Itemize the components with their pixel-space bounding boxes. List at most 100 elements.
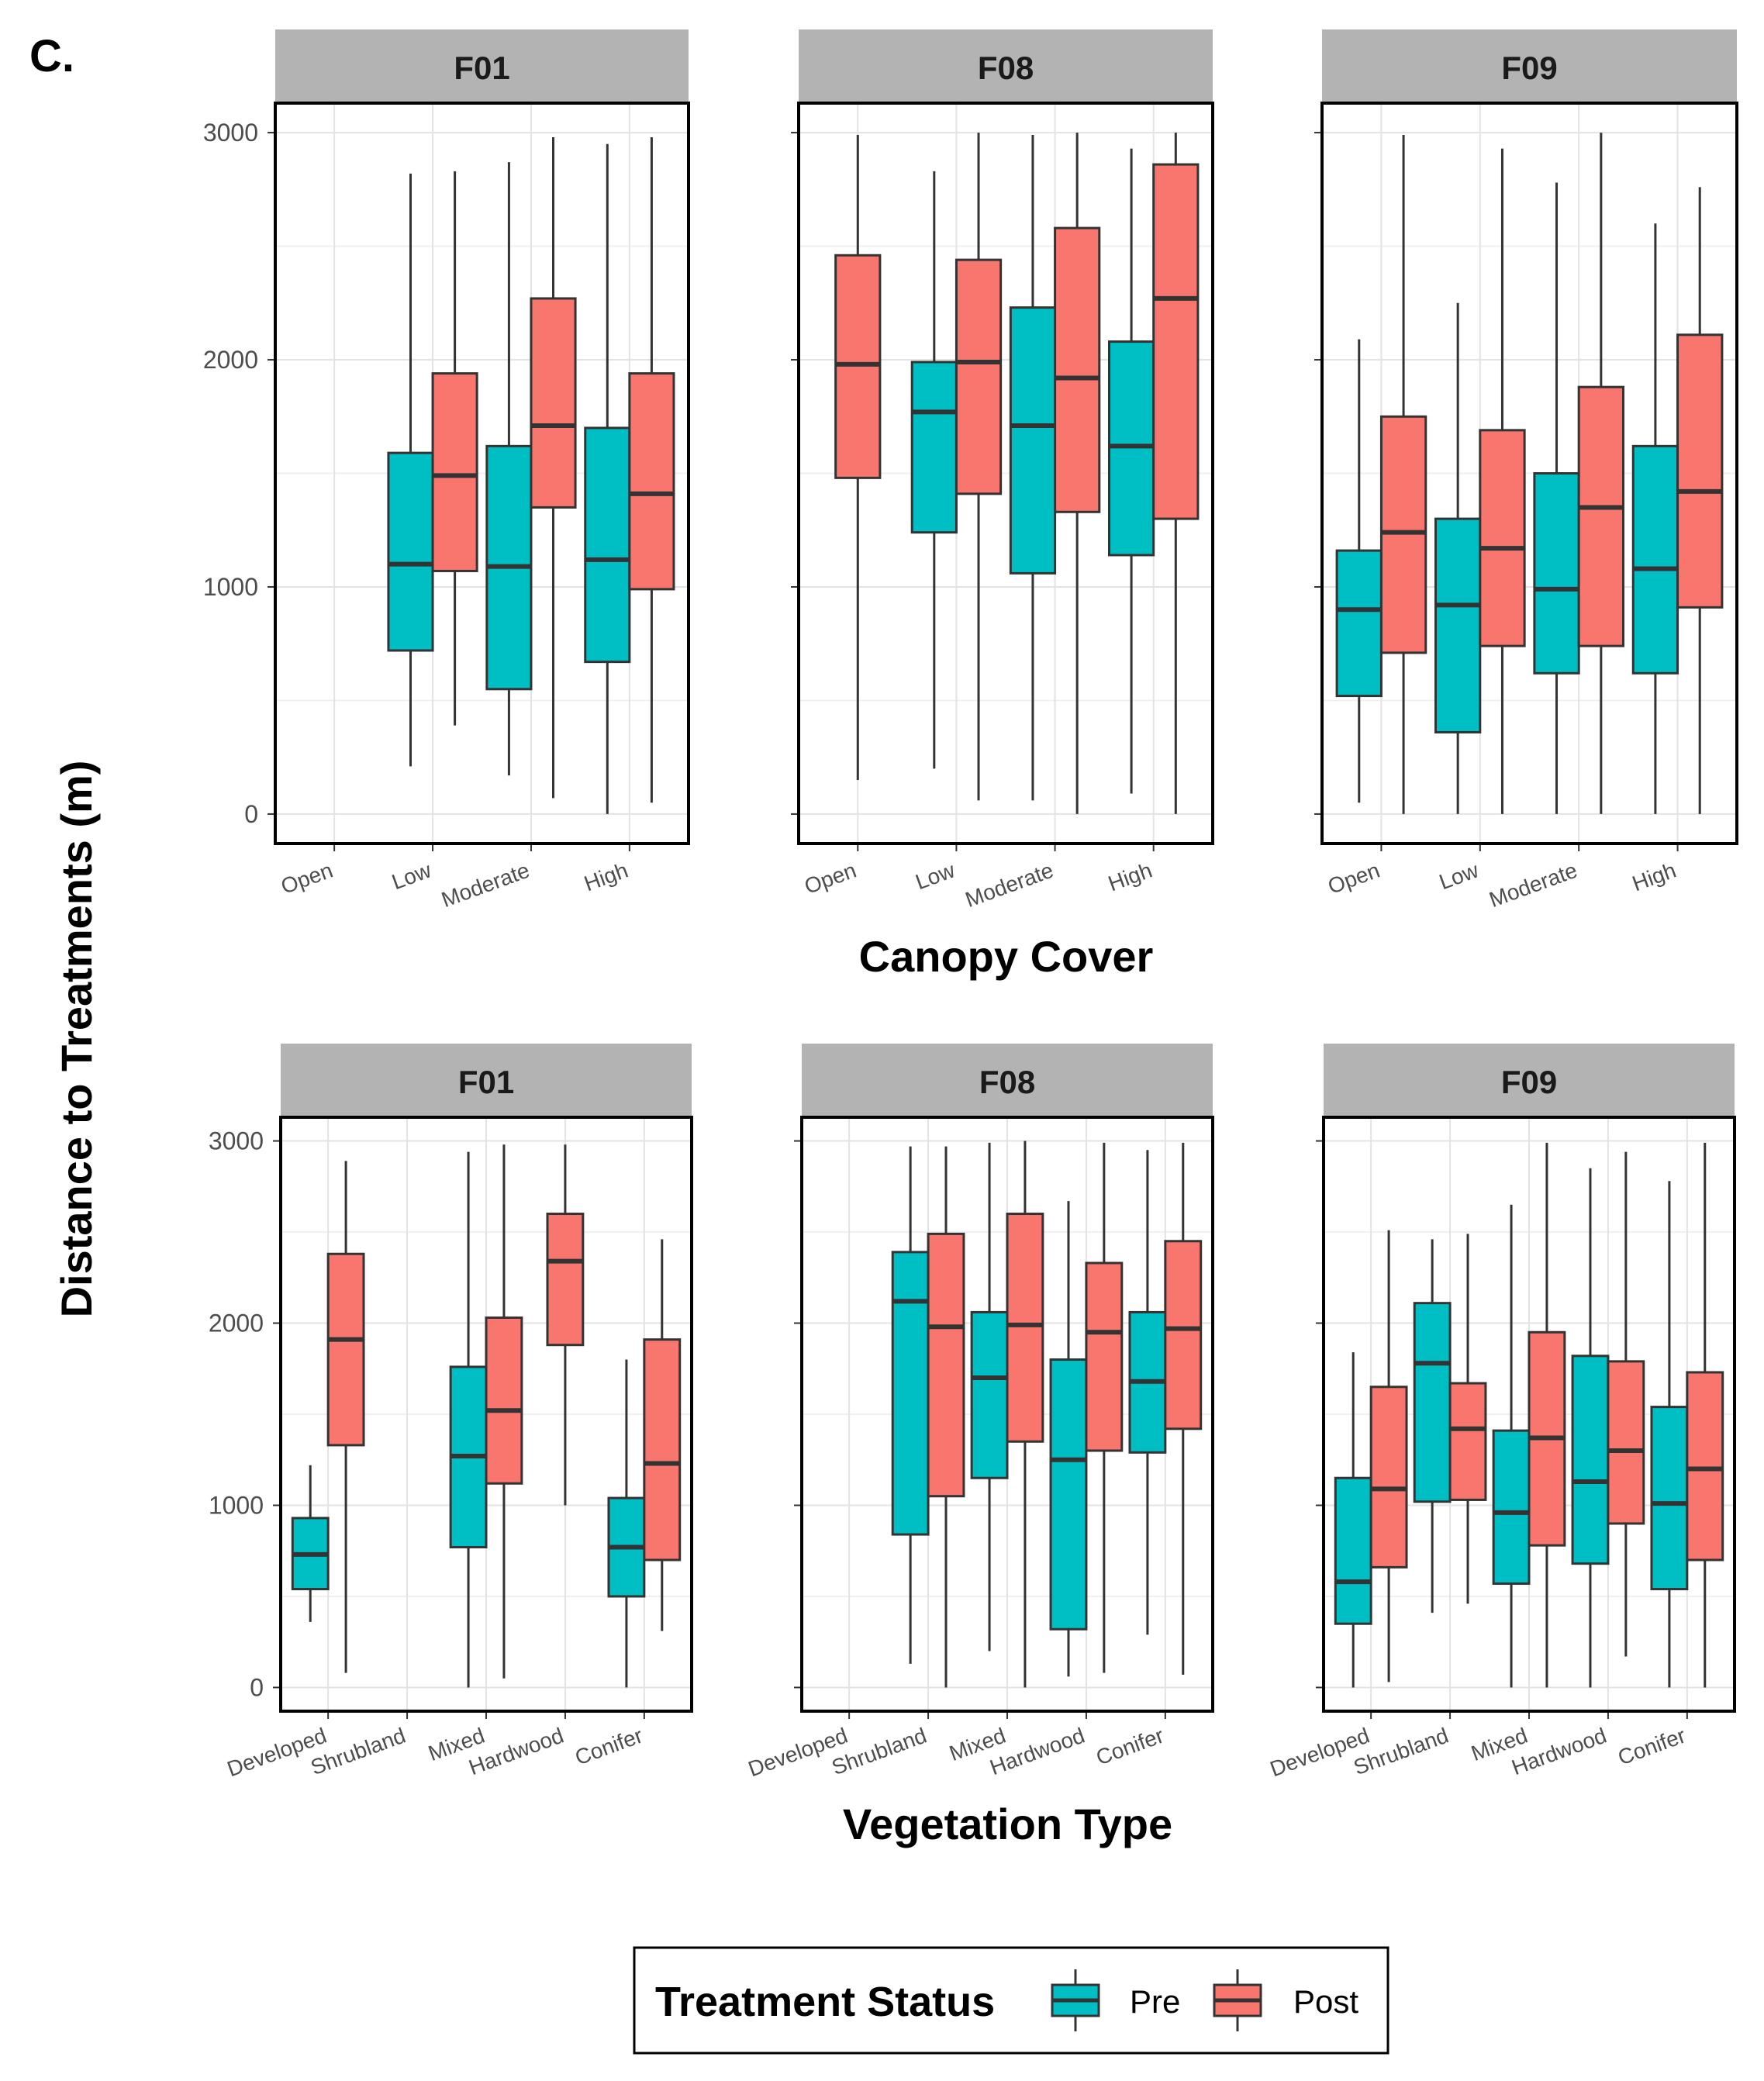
box-body xyxy=(485,1316,523,1485)
box-moderate-post xyxy=(530,136,577,799)
box-developed-post xyxy=(1369,1230,1408,1682)
y-tick-label: 3000 xyxy=(203,119,258,147)
box-low-pre xyxy=(1434,302,1482,814)
box-open-pre xyxy=(1335,339,1383,803)
y-tick-label: 2000 xyxy=(203,346,258,374)
x-tick-label: Open xyxy=(1325,858,1383,899)
box-open-post xyxy=(1379,135,1427,814)
facet-strip-label: F09 xyxy=(1501,1064,1557,1100)
box-body xyxy=(1164,1240,1203,1430)
box-body xyxy=(1492,1429,1531,1586)
box-high-post xyxy=(1152,133,1200,814)
box-body xyxy=(1335,549,1383,698)
box-developed-pre xyxy=(291,1465,330,1622)
box-moderate-pre xyxy=(1009,135,1057,801)
facet-strip xyxy=(1324,1044,1735,1117)
box-body xyxy=(970,1310,1009,1479)
y-tick-label: 1000 xyxy=(203,573,258,601)
box-body xyxy=(954,258,1003,495)
facet-strip xyxy=(281,1044,692,1117)
box-body xyxy=(927,1232,965,1498)
box-hardwood-post xyxy=(1085,1142,1124,1673)
x-tick-label: High xyxy=(1105,858,1155,896)
box-mixed-post xyxy=(1006,1141,1044,1688)
box-body xyxy=(1650,1406,1689,1591)
box-body xyxy=(326,1252,365,1447)
y-axis-title: Distance to Treatments (m) xyxy=(52,761,101,1318)
x-tick-label: Moderate xyxy=(438,858,533,913)
box-open-post xyxy=(834,135,882,780)
panel-border xyxy=(1320,102,1738,845)
box-body xyxy=(1577,385,1625,647)
box-low-post xyxy=(954,133,1003,801)
panel-border xyxy=(274,102,690,845)
legend-title: Treatment Status xyxy=(655,1979,995,2025)
box-moderate-pre xyxy=(485,162,533,776)
y-tick-label: 2000 xyxy=(209,1310,264,1337)
box-body xyxy=(1607,1360,1645,1525)
x-tick-label: Low xyxy=(1436,858,1483,894)
box-body xyxy=(1085,1261,1124,1452)
box-body xyxy=(1054,226,1101,513)
facet-strip xyxy=(1322,29,1737,103)
box-high-pre xyxy=(1108,148,1155,794)
x-tick-label: Conifer xyxy=(1093,1724,1166,1770)
box-body xyxy=(1009,306,1057,575)
panel-border xyxy=(279,1116,693,1713)
panel-border xyxy=(797,102,1214,845)
box-high-pre xyxy=(584,143,631,814)
box-body xyxy=(1448,1382,1487,1501)
box-body xyxy=(628,372,675,591)
legend-item-post: Post xyxy=(1213,1969,1358,2031)
panel-label: C. xyxy=(29,31,74,81)
panel-border xyxy=(1322,1116,1736,1713)
box-shrubland-post xyxy=(1448,1234,1487,1604)
box-conifer-pre xyxy=(1128,1150,1167,1635)
box-body xyxy=(387,451,434,652)
box-conifer-post xyxy=(1686,1142,1724,1688)
box-developed-pre xyxy=(1334,1352,1372,1688)
box-body xyxy=(1434,517,1482,733)
box-developed-post xyxy=(326,1161,365,1673)
facet-strip xyxy=(275,29,689,103)
box-body xyxy=(1479,429,1526,647)
y-tick-label: 0 xyxy=(250,1673,264,1701)
x-tick-label: Moderate xyxy=(1486,858,1580,913)
box-mixed-pre xyxy=(449,1151,488,1688)
box-low-post xyxy=(1479,148,1526,814)
y-tick-label: 0 xyxy=(244,800,258,828)
box-hardwood-pre xyxy=(1049,1201,1088,1677)
facet-strip-label: F08 xyxy=(979,1064,1035,1100)
legend-label-post: Post xyxy=(1293,1983,1358,2020)
legend-item-pre: Pre xyxy=(1051,1969,1180,2031)
legend-box xyxy=(633,1946,1389,2055)
box-mixed-post xyxy=(1528,1142,1566,1688)
box-conifer-post xyxy=(643,1239,682,1631)
y-tick-label: 1000 xyxy=(209,1491,264,1519)
box-body xyxy=(1676,333,1724,609)
box-shrubland-post xyxy=(927,1146,965,1688)
box-mixed-post xyxy=(485,1144,523,1679)
x-tick-label: Low xyxy=(388,858,435,894)
facet-strip-label: F01 xyxy=(454,50,509,86)
box-conifer-pre xyxy=(607,1359,646,1688)
box-low-post xyxy=(431,171,478,726)
facet-f09-0: F09 Open Low Moderate High xyxy=(1314,29,1738,913)
box-body xyxy=(1369,1386,1408,1569)
legend: Treatment Status Pre Post xyxy=(633,1946,1389,2055)
x-tick-label: Open xyxy=(801,858,859,899)
x-tick-label: High xyxy=(1629,858,1679,896)
x-tick-label: Moderate xyxy=(962,858,1057,913)
box-body xyxy=(546,1213,585,1347)
box-body xyxy=(1631,444,1679,675)
box-mixed-pre xyxy=(1492,1204,1531,1688)
facet-f01-0: F01 0 1000 2000 3000 Open Low Moderate High xyxy=(203,29,690,913)
x-tick-label: High xyxy=(581,858,631,896)
box-body xyxy=(1006,1213,1044,1443)
box-body xyxy=(1152,163,1200,520)
